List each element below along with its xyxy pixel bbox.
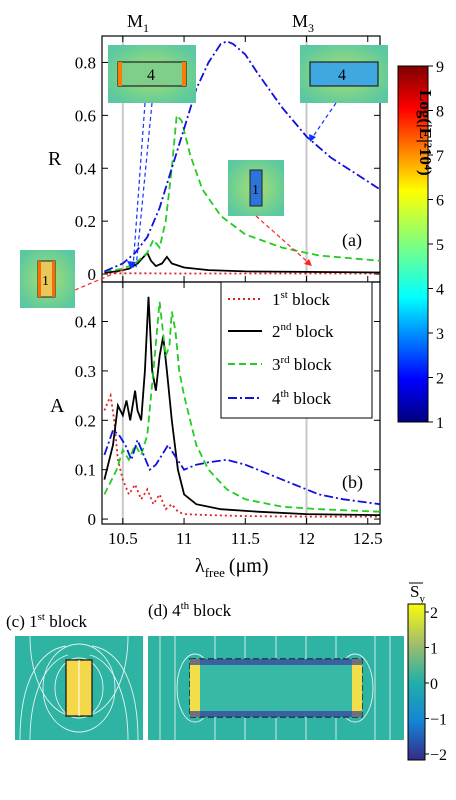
panel-a-reflectance: 0 0.2 0.4 0.6 0.8 xyxy=(75,35,381,284)
panel-b-series-b1 xyxy=(103,392,380,518)
marker-m3-label: M3 xyxy=(292,11,314,35)
colorbar-top-tick-label: 8 xyxy=(436,104,444,121)
panel-b-series-b2 xyxy=(103,296,381,516)
panel-b-xtick-label: 12 xyxy=(298,529,315,548)
colorbar-bottom-tick-label: 1 xyxy=(430,641,438,658)
inset-left-label: 1 xyxy=(42,274,49,289)
inset-top-right-label: 4 xyxy=(338,67,346,84)
colorbar-top: 1 2 3 4 5 6 7 8 9 Log(|E|²10⁴) xyxy=(397,59,444,432)
panel-b-xtick-label: 10.5 xyxy=(108,529,138,548)
panel-d-title: (d) 4th block xyxy=(148,600,232,620)
panel-b-xlabel: λfree (μm) xyxy=(195,555,269,580)
inset-left: 1 xyxy=(20,250,75,308)
panel-a-ytick-label: 0.8 xyxy=(75,53,96,72)
colorbar-top-tick-label: 5 xyxy=(436,237,444,254)
inset-top-left-label: 4 xyxy=(147,67,155,84)
colorbar-top-tick-label: 2 xyxy=(436,371,444,388)
panel-b-series-b3 xyxy=(103,301,381,513)
panel-b-series-b4 xyxy=(103,428,381,506)
panel-b-xtick-label: 11 xyxy=(176,529,192,548)
colorbar-bottom-tick-label: 2 xyxy=(430,605,438,622)
colorbar-top-label: Log(|E|²10⁴) xyxy=(416,90,435,176)
legend: 1st block 2nd block 3rd block 4th block xyxy=(220,281,373,419)
legend-entry-4: 4th block xyxy=(272,388,332,408)
panel-b-xtick-label: 11.5 xyxy=(231,529,260,548)
inset-top-left: 4 xyxy=(108,45,196,103)
panel-b-ytick-label: 0.4 xyxy=(75,313,97,332)
panel-c-field-map xyxy=(15,635,143,741)
panel-b-ytick-label: 0.3 xyxy=(75,362,96,381)
legend-entry-2: 2nd block xyxy=(272,321,334,341)
colorbar-top-tick-label: 6 xyxy=(436,193,444,210)
panel-b-ytick-label: 0.2 xyxy=(75,411,96,430)
panel-a-ytick-label: 0.6 xyxy=(75,106,96,125)
colorbar-top-tick-label: 7 xyxy=(436,148,444,165)
panel-b-ytick-label: 0.1 xyxy=(75,461,96,480)
panel-a-series-b4 xyxy=(104,40,381,273)
colorbar-bottom-tick-label: −2 xyxy=(430,747,447,764)
colorbar-top-tick-label: 1 xyxy=(436,415,444,432)
legend-entry-1: 1st block xyxy=(272,289,330,309)
panel-a-ytick-label: 0 xyxy=(88,265,97,284)
panel-a-series-b2 xyxy=(104,251,381,274)
inset-arrows xyxy=(74,102,337,291)
marker-m1-label: M1 xyxy=(127,11,149,35)
inset-middle: 1 xyxy=(228,160,284,216)
colorbar-bottom-tick-label: −1 xyxy=(430,712,447,729)
panel-a-ytick-label: 0.2 xyxy=(75,212,96,231)
colorbar-bottom-label: Sy xyxy=(410,582,425,605)
colorbar-top-tick-label: 3 xyxy=(436,326,444,343)
legend-entry-3: 3rd block xyxy=(272,354,332,374)
panel-b-label: (b) xyxy=(342,472,363,493)
panel-b-ylabel: A xyxy=(50,395,65,417)
colorbar-top-tick-label: 9 xyxy=(436,59,444,76)
panel-b-ytick-label: 0 xyxy=(88,510,97,529)
colorbar-bottom: 2 1 0 −1 −2 Sy xyxy=(407,582,447,764)
panel-c-title: (c) 1st block xyxy=(6,611,87,631)
inset-middle-label: 1 xyxy=(252,183,259,198)
inset-top-right: 4 xyxy=(300,45,388,103)
panel-b-xtick-label: 12.5 xyxy=(353,529,383,548)
colorbar-bottom-tick-label: 0 xyxy=(430,676,438,693)
panel-d-field-map xyxy=(148,636,404,740)
marker-lines xyxy=(121,36,308,524)
panel-a-ylabel: R xyxy=(48,148,62,170)
panel-a-ytick-label: 0.4 xyxy=(75,159,97,178)
panel-a-label: (a) xyxy=(342,230,362,251)
colorbar-top-tick-label: 4 xyxy=(436,282,444,299)
